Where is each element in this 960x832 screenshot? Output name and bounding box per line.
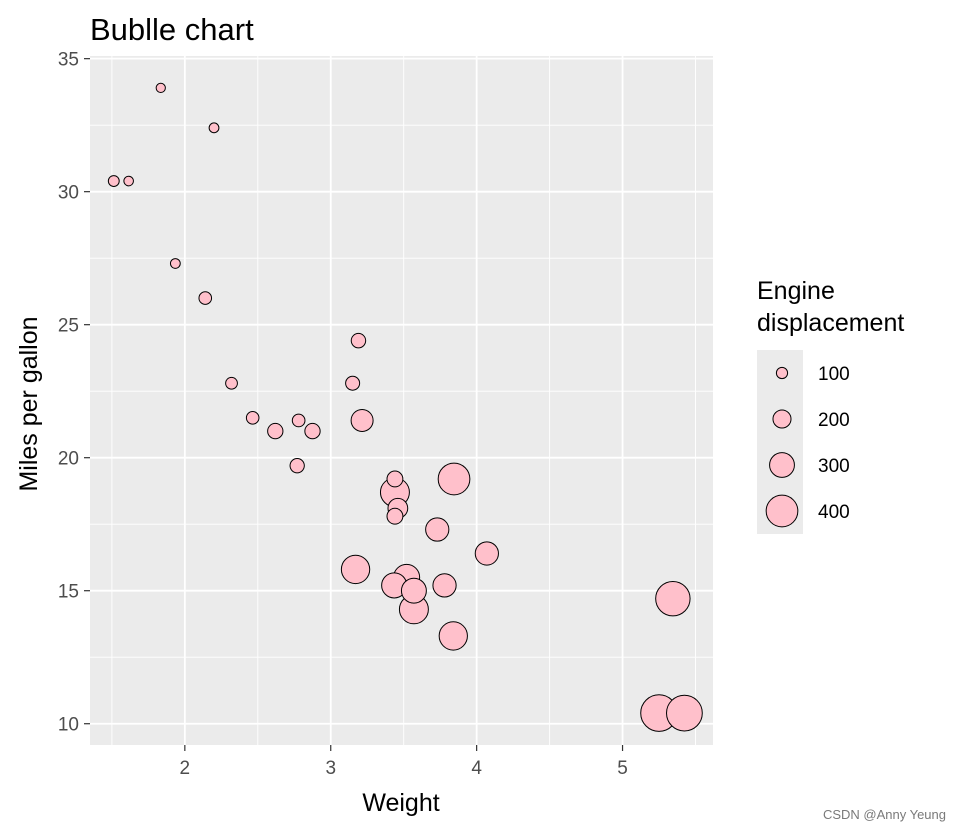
data-point: [155, 82, 166, 94]
data-point: [169, 258, 181, 269]
data-point: [107, 175, 120, 187]
data-point: [350, 408, 374, 432]
data-point: [345, 375, 361, 391]
x-axis-title: Weight: [362, 789, 439, 817]
plot-panel: [90, 56, 713, 745]
data-point: [123, 175, 134, 187]
data-point: [350, 332, 367, 349]
data-point: [245, 410, 260, 425]
axes: 2 3 4 5 10 15 20 25 30 35: [58, 50, 628, 779]
data-point: [386, 470, 404, 488]
legend: Engine displacement 100 200 300 400: [757, 277, 904, 534]
grid-lines: [90, 56, 713, 745]
y-tick-label: 25: [58, 316, 79, 337]
x-tick-label: 2: [180, 758, 191, 779]
data-point: [400, 577, 427, 604]
data-point: [304, 422, 321, 440]
data-point: [666, 694, 703, 732]
chart-title: Bublle chart: [90, 12, 254, 47]
legend-label: 200: [818, 410, 850, 431]
data-point: [437, 462, 471, 496]
legend-key-circle: [765, 494, 799, 528]
y-tick-label: 15: [58, 582, 79, 603]
data-point: [225, 376, 238, 390]
x-tick-label: 4: [471, 758, 482, 779]
data-point: [208, 122, 220, 134]
data-point: [432, 573, 457, 598]
y-tick-label: 35: [58, 50, 79, 71]
y-tick-label: 10: [58, 715, 79, 736]
y-axis-title: Miles per gallon: [15, 316, 43, 491]
data-point: [289, 458, 305, 474]
y-tick-label: 30: [58, 183, 79, 204]
watermark: CSDN @Anny Yeung: [823, 807, 946, 822]
panel-background: [90, 56, 713, 745]
data-point: [655, 580, 691, 617]
x-tick-label: 3: [325, 758, 336, 779]
data-points: [107, 82, 703, 732]
data-point: [438, 621, 468, 651]
data-point: [386, 507, 404, 525]
y-tick-label: 20: [58, 449, 79, 470]
data-point: [425, 517, 450, 542]
legend-label: 100: [818, 364, 850, 385]
legend-title-line-1: Engine: [757, 277, 835, 305]
data-point: [474, 541, 499, 566]
legend-label: 300: [818, 456, 850, 477]
legend-label: 400: [818, 502, 850, 523]
data-point: [267, 422, 284, 440]
data-point: [340, 554, 371, 585]
data-point: [198, 291, 213, 305]
data-point: [291, 413, 306, 428]
legend-key-circle: [775, 366, 789, 380]
x-tick-label: 5: [617, 758, 628, 779]
legend-title-line-2: displacement: [757, 309, 904, 337]
legend-key-circle: [769, 452, 795, 478]
legend-key-circle: [772, 409, 792, 429]
